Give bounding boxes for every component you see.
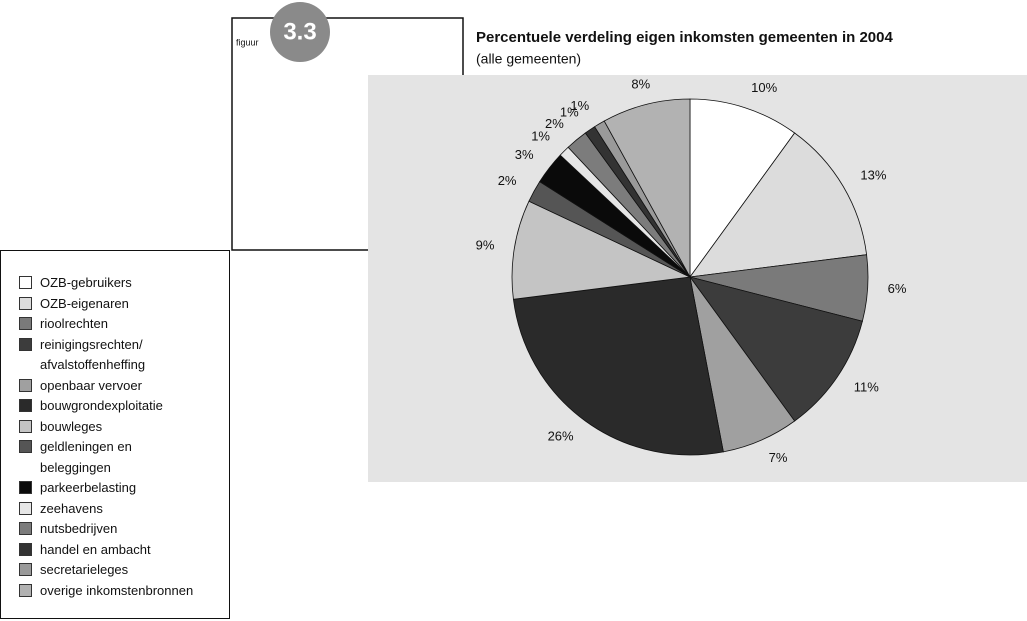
legend-item: nutsbedrijven bbox=[19, 519, 229, 540]
data-label: 2% bbox=[498, 173, 517, 188]
legend-label: overige inkomstenbronnen bbox=[40, 582, 194, 598]
legend-label: OZB-gebruikers bbox=[40, 275, 132, 290]
pie-slice bbox=[512, 276, 724, 456]
data-label: 1% bbox=[570, 98, 589, 113]
legend-swatch bbox=[19, 481, 32, 494]
legend-label: secretarieleges bbox=[40, 562, 129, 577]
legend-label: bouwgrondexploitatie bbox=[40, 398, 163, 413]
legend-item: reinigingsrechten/ afvalstoffenheffing bbox=[19, 335, 229, 376]
figure-label: figuur bbox=[236, 37, 259, 47]
legend-label: OZB-eigenaren bbox=[40, 295, 129, 311]
data-label: 7% bbox=[769, 450, 788, 465]
data-label: 10% bbox=[751, 80, 777, 95]
legend-item: handel en ambacht bbox=[19, 540, 229, 561]
pie-slice bbox=[689, 98, 796, 279]
legend-item: geldleningen en beleggingen bbox=[19, 437, 229, 478]
legend-swatch bbox=[19, 501, 32, 515]
legend-item: OZB-gebruikers bbox=[19, 273, 229, 294]
data-label: 1% bbox=[531, 128, 550, 143]
legend-swatch bbox=[19, 583, 32, 597]
legend-swatch bbox=[19, 419, 32, 433]
data-label: 1% bbox=[560, 105, 579, 120]
legend-item: secretarieleges bbox=[19, 560, 229, 581]
legend-swatch bbox=[19, 440, 32, 453]
legend-label: zeehavens bbox=[40, 500, 103, 516]
legend-swatch bbox=[19, 276, 32, 289]
legend-label: rioolrechten bbox=[40, 316, 108, 331]
legend-swatch bbox=[19, 399, 32, 412]
legend-swatch bbox=[19, 378, 32, 392]
chart-subtitle: (alle gemeenten) bbox=[476, 51, 581, 67]
legend-label: reinigingsrechten/ afvalstoffenheffing bbox=[40, 336, 146, 373]
data-label: 9% bbox=[476, 237, 495, 252]
data-label: 13% bbox=[860, 168, 886, 183]
frame bbox=[231, 17, 464, 251]
figure-badge bbox=[270, 2, 330, 62]
legend-swatch bbox=[19, 563, 32, 576]
pie-slice bbox=[603, 98, 691, 278]
legend-item: zeehavens bbox=[19, 499, 229, 520]
legend-swatch bbox=[19, 296, 32, 310]
legend-label: openbaar vervoer bbox=[40, 377, 142, 393]
legend-item: rioolrechten bbox=[19, 314, 229, 335]
data-label: 2% bbox=[545, 116, 564, 131]
figure-number: 3.3 bbox=[283, 18, 316, 45]
legend-label: handel en ambacht bbox=[40, 541, 151, 557]
legend-label: bouwleges bbox=[40, 418, 103, 434]
legend-item: openbaar vervoer bbox=[19, 376, 229, 397]
legend-swatch bbox=[19, 542, 32, 556]
legend-item: parkeerbelasting bbox=[19, 478, 229, 499]
pie-slice bbox=[511, 200, 692, 300]
legend-item: bouwgrondexploitatie bbox=[19, 396, 229, 417]
legend-item: bouwleges bbox=[19, 417, 229, 438]
chart-title: Percentuele verdeling eigen inkomsten ge… bbox=[476, 29, 893, 46]
pie-slice bbox=[689, 276, 863, 422]
legend: OZB-gebruikers OZB-eigenaren rioolrechten r… bbox=[0, 250, 230, 619]
legend-label: geldleningen en beleggingen bbox=[40, 439, 132, 475]
legend-label: parkeerbelasting bbox=[40, 480, 137, 495]
legend-swatch bbox=[19, 317, 32, 330]
data-label: 6% bbox=[888, 281, 907, 296]
legend-swatch bbox=[19, 337, 32, 351]
legend-item: OZB-eigenaren bbox=[19, 294, 229, 315]
data-label: 8% bbox=[631, 77, 650, 92]
data-label: 26% bbox=[548, 429, 574, 444]
legend-label: nutsbedrijven bbox=[40, 521, 118, 536]
pie-slice bbox=[689, 132, 868, 278]
data-label: 11% bbox=[854, 380, 879, 395]
legend-item: overige inkomstenbronnen bbox=[19, 581, 229, 602]
data-label: 3% bbox=[515, 147, 534, 162]
legend-swatch bbox=[19, 522, 32, 535]
